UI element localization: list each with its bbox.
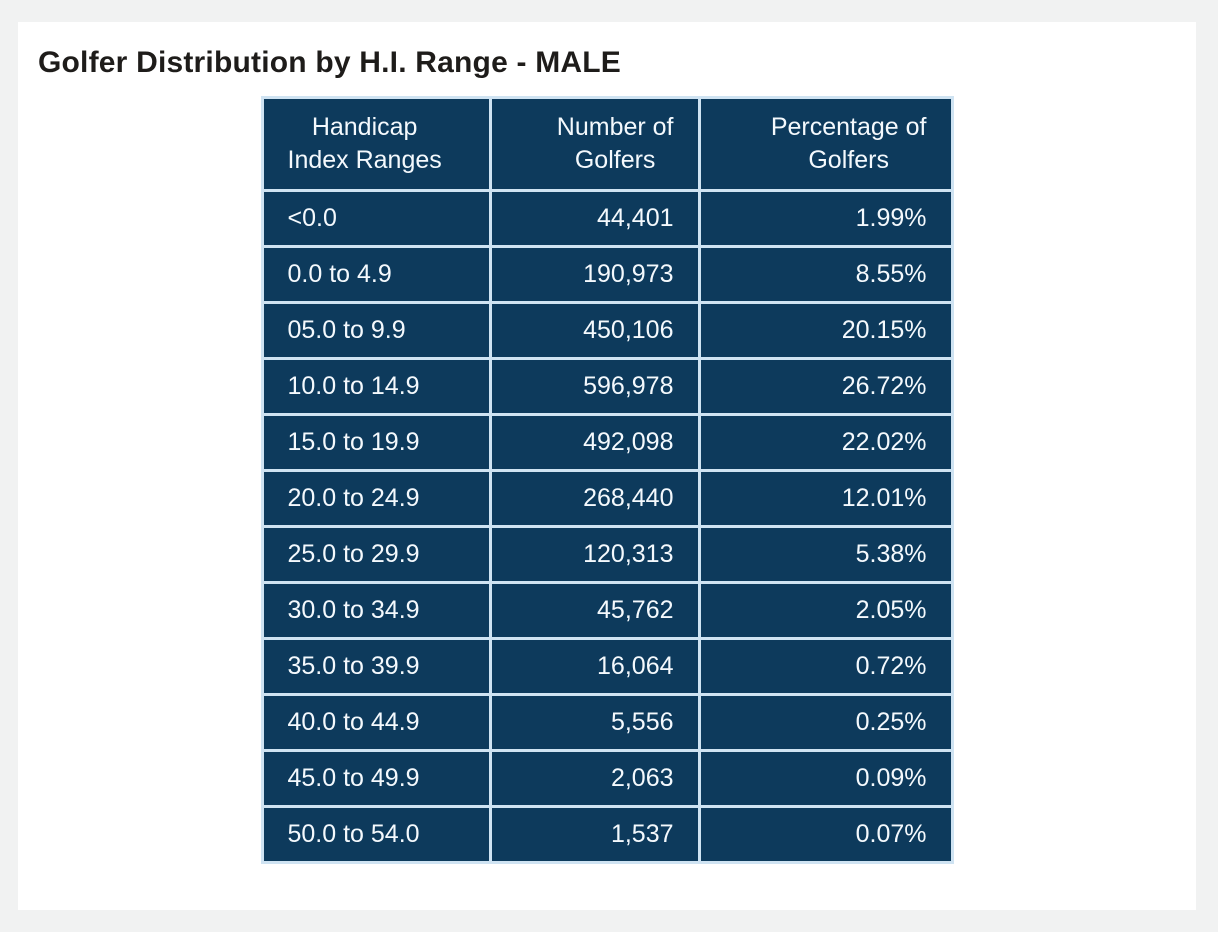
golfer-distribution-table: Handicap Index Ranges Number of Golfers … [260, 96, 954, 864]
golfer-count-cell: 492,098 [491, 416, 698, 469]
percentage-cell: 0.07% [700, 808, 951, 861]
percentage-cell: 2.05% [700, 584, 951, 637]
page-title: Golfer Distribution by H.I. Range - MALE [38, 46, 622, 79]
hi-range-cell: 50.0 to 54.0 [263, 808, 489, 861]
golfer-count-cell: 596,978 [491, 360, 698, 413]
golfer-count-cell: 120,313 [491, 528, 698, 581]
percentage-cell: 20.15% [700, 304, 951, 357]
hi-range-cell: 15.0 to 19.9 [263, 416, 489, 469]
hi-range-cell: 35.0 to 39.9 [263, 640, 489, 693]
column-header-number-of-golfers: Number of Golfers [491, 99, 698, 189]
golfer-count-cell: 5,556 [491, 696, 698, 749]
hi-range-cell: 0.0 to 4.9 [263, 248, 489, 301]
percentage-cell: 0.09% [700, 752, 951, 805]
hi-range-cell: 40.0 to 44.9 [263, 696, 489, 749]
golfer-count-cell: 190,973 [491, 248, 698, 301]
percentage-cell: 12.01% [700, 472, 951, 525]
hi-range-cell: <0.0 [263, 192, 489, 245]
golfer-count-cell: 2,063 [491, 752, 698, 805]
hi-range-cell: 30.0 to 34.9 [263, 584, 489, 637]
percentage-cell: 22.02% [700, 416, 951, 469]
percentage-cell: 0.25% [700, 696, 951, 749]
hi-range-cell: 45.0 to 49.9 [263, 752, 489, 805]
hi-range-cell: 10.0 to 14.9 [263, 360, 489, 413]
percentage-cell: 1.99% [700, 192, 951, 245]
percentage-cell: 0.72% [700, 640, 951, 693]
golfer-count-cell: 16,064 [491, 640, 698, 693]
percentage-cell: 26.72% [700, 360, 951, 413]
column-header-handicap-index-ranges: Handicap Index Ranges [263, 99, 489, 189]
golfer-count-cell: 44,401 [491, 192, 698, 245]
content-card: Golfer Distribution by H.I. Range - MALE… [18, 22, 1196, 910]
percentage-cell: 8.55% [700, 248, 951, 301]
hi-range-cell: 25.0 to 29.9 [263, 528, 489, 581]
column-header-percentage-of-golfers: Percentage of Golfers [700, 99, 951, 189]
golfer-count-cell: 1,537 [491, 808, 698, 861]
golfer-count-cell: 45,762 [491, 584, 698, 637]
hi-range-cell: 05.0 to 9.9 [263, 304, 489, 357]
percentage-cell: 5.38% [700, 528, 951, 581]
golfer-count-cell: 268,440 [491, 472, 698, 525]
hi-range-cell: 20.0 to 24.9 [263, 472, 489, 525]
golfer-count-cell: 450,106 [491, 304, 698, 357]
